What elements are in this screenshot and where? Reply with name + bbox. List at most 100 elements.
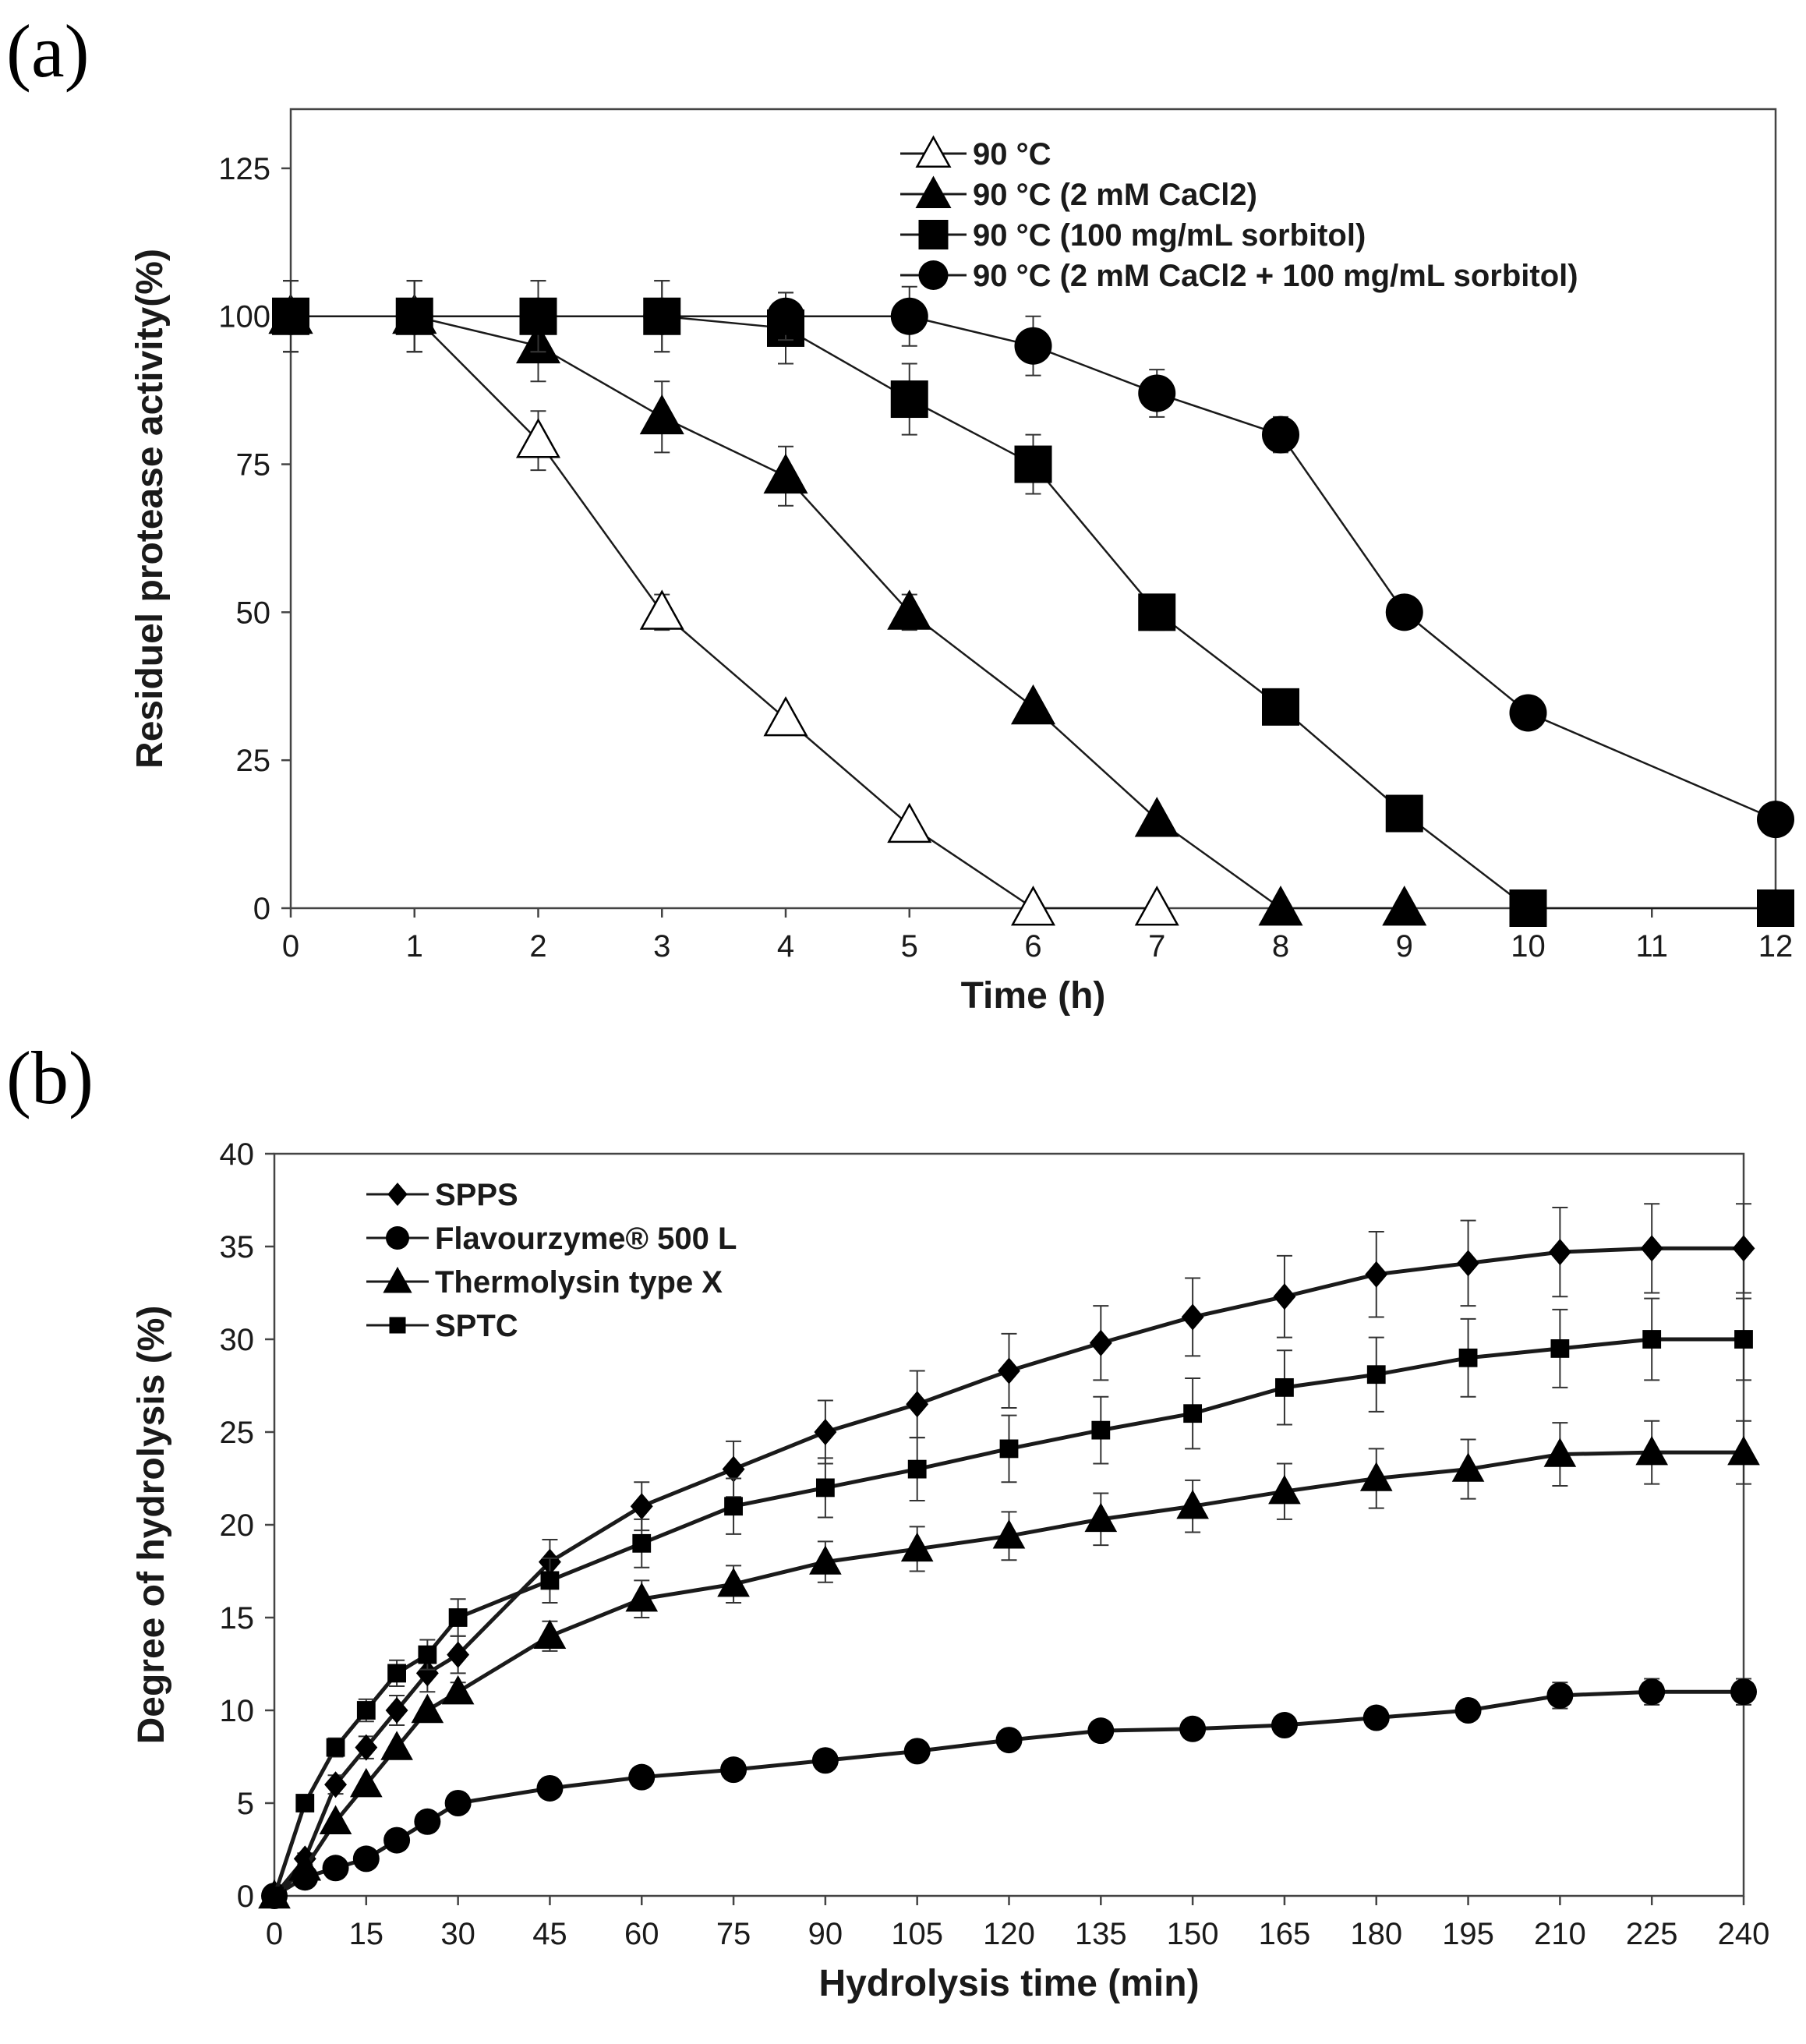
chart-b-data-point bbox=[811, 1747, 839, 1774]
chart-a-data-point bbox=[1134, 797, 1179, 837]
chart-a-data-point bbox=[1138, 593, 1176, 631]
chart-b-series-line bbox=[273, 1689, 1744, 1898]
chart-a-data-point bbox=[887, 802, 932, 843]
chart-b-series-3 bbox=[265, 1297, 1753, 1905]
chart-b-data-point bbox=[1730, 1678, 1757, 1706]
chart-a-legend-marker bbox=[915, 175, 952, 208]
chart-b-legend-marker bbox=[389, 1317, 406, 1334]
chart-a-xtick-label: 2 bbox=[529, 929, 546, 964]
chart-b-xtick-label: 105 bbox=[891, 1917, 943, 1951]
chart-a-data-point bbox=[887, 589, 932, 630]
chart-b-xtick-label: 90 bbox=[808, 1917, 843, 1951]
chart-b-data-point bbox=[724, 1497, 743, 1516]
chart-a-data-point bbox=[763, 696, 808, 737]
chart-a-data-point bbox=[1014, 327, 1052, 365]
chart-a-series-1 bbox=[268, 280, 1427, 926]
chart-a-xtick-label: 6 bbox=[1024, 929, 1041, 964]
chart-a-data-point bbox=[1010, 886, 1056, 926]
chart-b-data-point bbox=[1457, 1250, 1480, 1277]
chart-a-data-point bbox=[643, 297, 681, 335]
chart-b-data-point bbox=[1454, 1697, 1482, 1724]
chart-b-data-point bbox=[1359, 1462, 1393, 1491]
chart-a-xtick-label: 11 bbox=[1635, 929, 1668, 964]
chart-b-legend-marker bbox=[386, 1226, 409, 1250]
chart-a-data-point bbox=[1262, 416, 1299, 454]
chart-b-data-point bbox=[385, 1697, 408, 1724]
chart-b-series-2 bbox=[258, 1420, 1760, 1909]
chart-a-data-point bbox=[1757, 801, 1794, 839]
chart-a-data-point bbox=[519, 297, 557, 335]
chart-a-data-point bbox=[639, 394, 684, 435]
chart-b-data-point bbox=[540, 1571, 560, 1590]
chart-b-data-point bbox=[265, 1887, 284, 1905]
chart-a-series-3 bbox=[272, 280, 1794, 839]
chart-b-xtick-label: 150 bbox=[1167, 1917, 1219, 1951]
chart-a-data-point bbox=[1014, 445, 1052, 483]
chart-b-data-point bbox=[322, 1855, 349, 1882]
chart-b-data-point bbox=[355, 1734, 378, 1761]
chart-b-data-point bbox=[900, 1532, 934, 1562]
chart-a-xtick-label: 10 bbox=[1511, 929, 1546, 964]
chart-b-legend-label: SPPS bbox=[435, 1178, 518, 1212]
chart-b-data-point bbox=[418, 1645, 437, 1664]
chart-a-xtick-label: 0 bbox=[282, 929, 299, 964]
chart-a-data-point bbox=[1010, 684, 1056, 725]
chart-b-xtick-label: 60 bbox=[624, 1917, 659, 1951]
chart-a-ytick-label: 75 bbox=[236, 448, 271, 483]
chart-b-data-point bbox=[441, 1674, 475, 1705]
chart-b-legend-marker bbox=[383, 1266, 412, 1293]
chart-b-data-point bbox=[1640, 1235, 1663, 1262]
chart-a-xtick-label: 7 bbox=[1148, 929, 1165, 964]
chart-b-x-axis-label: Hydrolysis time (min) bbox=[818, 1963, 1199, 2004]
chart-b-data-point bbox=[1451, 1452, 1485, 1482]
chart-b-data-point bbox=[1732, 1235, 1755, 1262]
chart-b-data-point bbox=[1181, 1303, 1204, 1331]
chart-a-series-line bbox=[291, 315, 1405, 910]
chart-a-series-line bbox=[291, 315, 1776, 910]
chart-b-xtick-label: 75 bbox=[716, 1917, 751, 1951]
chart-a-xtick-label: 3 bbox=[653, 929, 670, 964]
chart-b-data-point bbox=[1084, 1502, 1118, 1533]
chart-b-data-point bbox=[380, 1731, 413, 1760]
chart-b-ytick-label: 35 bbox=[220, 1230, 255, 1264]
chart-b-ytick-label: 30 bbox=[220, 1323, 255, 1357]
chart-b-data-point bbox=[998, 1357, 1020, 1384]
chart-b-xtick-label: 195 bbox=[1442, 1917, 1494, 1951]
chart-b-ytick-label: 10 bbox=[220, 1694, 255, 1728]
panel-label-a: (a) bbox=[6, 9, 90, 93]
chart-a-legend-marker bbox=[915, 135, 952, 168]
chart-b-series-0 bbox=[263, 1203, 1755, 1909]
chart-a-series-0 bbox=[268, 280, 1179, 926]
chart-b-data-point bbox=[717, 1567, 750, 1597]
chart-b-data-point bbox=[1727, 1435, 1760, 1466]
chart-a-data-point bbox=[1258, 886, 1303, 926]
chart-b-data-point bbox=[903, 1738, 931, 1765]
chart-b-data-point bbox=[906, 1391, 929, 1418]
chart-b-data-point bbox=[1642, 1330, 1662, 1349]
chart-b-xtick-label: 165 bbox=[1259, 1917, 1311, 1951]
chart-b-ytick-label: 15 bbox=[220, 1601, 255, 1636]
chart-a-data-point bbox=[272, 297, 309, 335]
chart-a-data-point bbox=[1509, 694, 1547, 732]
chart-b-data-point bbox=[1366, 1365, 1386, 1384]
chart-b-y-axis-label: Degree of hydrolysis (%) bbox=[131, 1306, 172, 1745]
chart-b-xtick-label: 120 bbox=[983, 1917, 1035, 1951]
chart-b-xtick-label: 45 bbox=[532, 1917, 567, 1951]
chart-b-data-point bbox=[414, 1808, 441, 1835]
chart-b-ytick-label: 5 bbox=[237, 1787, 254, 1821]
chart-a-data-point bbox=[1757, 889, 1794, 927]
chart-a-data-point bbox=[890, 380, 928, 419]
chart-b-data-point bbox=[814, 1419, 837, 1445]
chart-b-data-point bbox=[1183, 1404, 1203, 1423]
chart-a-legend-label: 90 °C (2 mM CaCl2) bbox=[973, 178, 1257, 212]
chart-b-data-point bbox=[1179, 1715, 1207, 1742]
chart-a-data-point bbox=[639, 589, 684, 630]
chart-b-legend-label: SPTC bbox=[435, 1309, 518, 1343]
chart-a-data-point bbox=[890, 297, 928, 335]
chart-a-series-line bbox=[291, 315, 1776, 821]
chart-b-xtick-label: 225 bbox=[1626, 1917, 1678, 1951]
chart-b-data-point bbox=[1268, 1474, 1301, 1505]
chart-b-xtick-label: 210 bbox=[1534, 1917, 1586, 1951]
chart-a-legend-label: 90 °C (2 mM CaCl2 + 100 mg/mL sorbitol) bbox=[973, 259, 1578, 293]
